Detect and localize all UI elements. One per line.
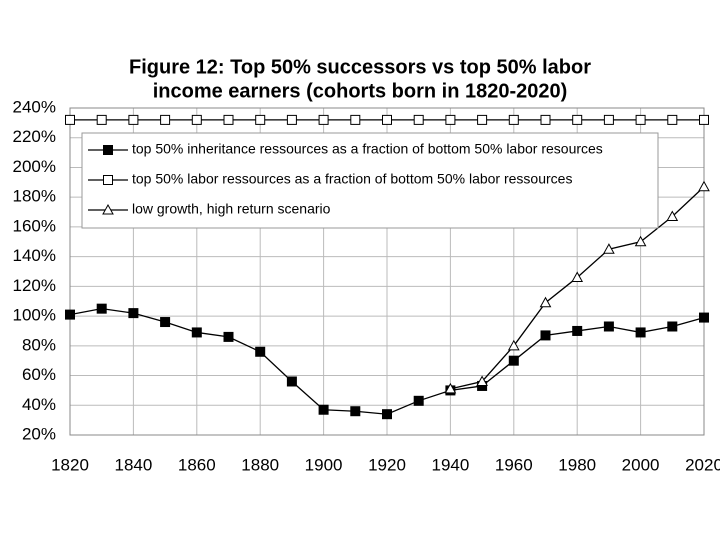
marker [96,303,107,314]
marker [572,325,583,336]
x-tick-label: 1840 [114,455,152,474]
marker [255,346,266,357]
marker [635,327,646,338]
marker [667,321,678,332]
y-tick-label: 240% [13,97,56,116]
marker [191,327,202,338]
marker [603,114,614,125]
marker [634,235,647,247]
x-tick-label: 1980 [558,455,596,474]
marker [698,180,710,192]
marker [350,114,361,125]
marker [65,309,75,320]
marker [540,114,551,125]
x-tick-label: 1940 [431,455,469,474]
legend-label: low growth, high return scenario [132,201,331,217]
legend-marker [103,145,113,155]
marker [603,243,615,254]
marker [667,114,678,125]
marker [413,395,424,406]
marker [128,308,139,319]
marker [603,321,614,332]
marker [318,114,329,125]
y-tick-label: 160% [13,216,56,235]
legend-label: top 50% labor ressources as a fraction o… [132,171,572,187]
plot-border [69,107,705,436]
marker [223,331,234,342]
marker [160,114,171,125]
marker [444,382,457,394]
y-tick-label: 140% [13,246,56,265]
legend-marker [102,203,114,215]
marker [318,404,329,415]
y-tick-label: 120% [13,276,56,295]
legend-box [81,132,659,229]
y-tick-label: 180% [13,187,56,206]
marker [382,409,392,420]
marker [65,114,75,125]
marker [507,339,520,351]
marker [699,312,709,323]
y-tick-label: 80% [22,335,56,354]
marker [286,376,297,387]
marker [477,114,488,125]
y-tick-label: 200% [13,157,56,176]
chart-title: income earners (cohorts born in 1820-202… [153,80,568,102]
marker [191,114,202,125]
legend-marker [103,175,113,185]
x-tick-label: 2000 [622,455,660,474]
legend-label: top 50% inheritance ressources as a frac… [132,141,603,157]
x-tick-label: 1820 [51,455,89,474]
marker [96,114,107,125]
x-tick-label: 1860 [178,455,216,474]
marker [540,330,551,341]
marker [350,406,361,417]
y-tick-label: 100% [13,306,56,325]
marker [286,114,297,125]
marker [445,114,456,125]
y-tick-label: 220% [13,127,56,146]
marker [666,210,679,222]
x-tick-label: 2020 [685,455,720,474]
marker [508,114,519,125]
chart-title: Figure 12: Top 50% successors vs top 50%… [129,56,591,78]
marker [476,375,488,386]
y-tick-label: 60% [22,365,56,384]
marker [413,114,424,125]
marker [382,114,392,125]
marker [508,355,519,366]
x-tick-label: 1900 [305,455,343,474]
marker [128,114,139,125]
marker [539,296,552,308]
marker [255,114,266,125]
marker [635,114,646,125]
x-tick-label: 1960 [495,455,533,474]
marker [571,271,584,282]
marker [572,114,583,125]
y-tick-label: 20% [22,424,56,443]
x-tick-label: 1920 [368,455,406,474]
marker [223,114,234,125]
y-tick-label: 40% [22,395,56,414]
marker [160,317,171,328]
x-tick-label: 1880 [241,455,279,474]
marker [699,114,709,125]
